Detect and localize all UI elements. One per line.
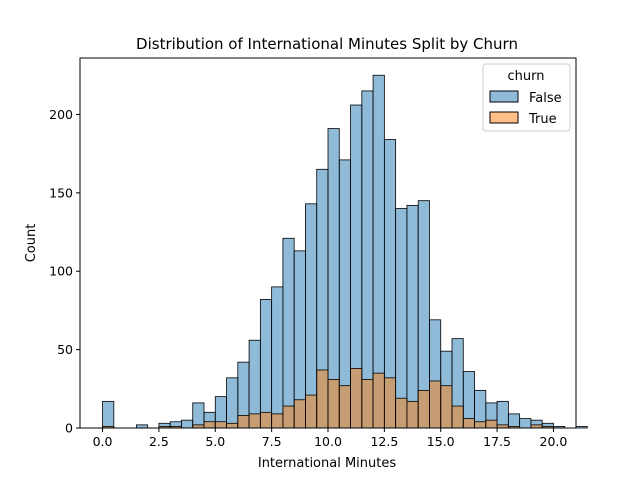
bar-true-24 [372, 372, 385, 429]
y-tick-label: 0 [65, 421, 73, 436]
y-tick-label: 200 [49, 107, 73, 122]
bar-false-42 [575, 426, 588, 429]
bar-true-23 [361, 378, 374, 429]
bar-true-19 [316, 369, 329, 429]
x-tick-label: 20.0 [540, 434, 568, 449]
y-axis-label: Count [24, 224, 39, 263]
bar-true-13 [248, 413, 261, 429]
bar-false-16 [282, 237, 295, 429]
bar-true-25 [383, 377, 397, 429]
bar-true-31 [451, 405, 464, 429]
bar-true-22 [350, 368, 363, 429]
histogram-bars [102, 74, 588, 429]
bar-false-11 [226, 377, 239, 429]
x-tick-label: 5.0 [205, 434, 225, 449]
x-tick-label: 17.5 [483, 434, 511, 449]
bar-true-32 [462, 418, 475, 429]
bar-true-28 [417, 389, 430, 429]
bar-false-26 [395, 208, 408, 429]
x-tick-label: 15.0 [427, 434, 455, 449]
bar-true-12 [237, 415, 250, 429]
bar-true-34 [485, 419, 498, 429]
legend-swatch-true [489, 111, 519, 124]
bar-true-10 [214, 421, 227, 429]
axes: 0.0 2.5 5.0 7.5 10.0 12.5 15.0 17.5 20.0 0 50 100 15… [49, 57, 577, 449]
bar-false-8 [192, 402, 205, 429]
x-tick-label: 12.5 [370, 434, 398, 449]
y-tick-label: 50 [57, 342, 73, 357]
bar-true-33 [474, 421, 487, 429]
bar-false-23 [361, 90, 374, 429]
bar-true-21 [338, 385, 351, 429]
bar-true-20 [327, 378, 340, 429]
bar-false-36 [507, 413, 521, 429]
x-tick-label: 10.0 [314, 434, 342, 449]
legend: churn False True [482, 63, 571, 132]
legend-label-true: True [528, 112, 557, 127]
bar-true-17 [293, 399, 306, 429]
bar-true-30 [440, 385, 453, 429]
x-tick-label: 0.0 [93, 434, 113, 449]
bar-false-27 [406, 204, 419, 429]
bar-true-11 [226, 422, 239, 429]
x-axis-label: International Minutes [258, 456, 397, 471]
bar-true-27 [406, 400, 419, 429]
x-tick-label: 7.5 [262, 434, 282, 449]
bar-true-9 [203, 421, 216, 429]
bar-false-14 [259, 299, 273, 429]
legend-title: churn [508, 69, 545, 84]
x-tick-label: 2.5 [149, 434, 169, 449]
bar-true-16 [282, 405, 295, 429]
y-tick-label: 150 [49, 185, 73, 200]
legend-swatch-false [489, 90, 519, 103]
bar-true-29 [429, 380, 442, 429]
bar-true-18 [305, 394, 318, 429]
bar-true-15 [271, 413, 284, 429]
bar-true-26 [395, 397, 408, 429]
bar-false-0 [102, 400, 115, 429]
bar-false-18 [305, 203, 318, 429]
bar-false-37 [519, 418, 532, 429]
legend-label-false: False [529, 91, 562, 106]
bar-false-7 [181, 419, 194, 429]
bar-false-15 [271, 286, 284, 429]
bar-false-35 [496, 400, 509, 429]
chart-title: Distribution of International Minutes Sp… [136, 35, 518, 53]
y-tick-label: 100 [49, 264, 73, 279]
bar-true-14 [259, 411, 273, 429]
